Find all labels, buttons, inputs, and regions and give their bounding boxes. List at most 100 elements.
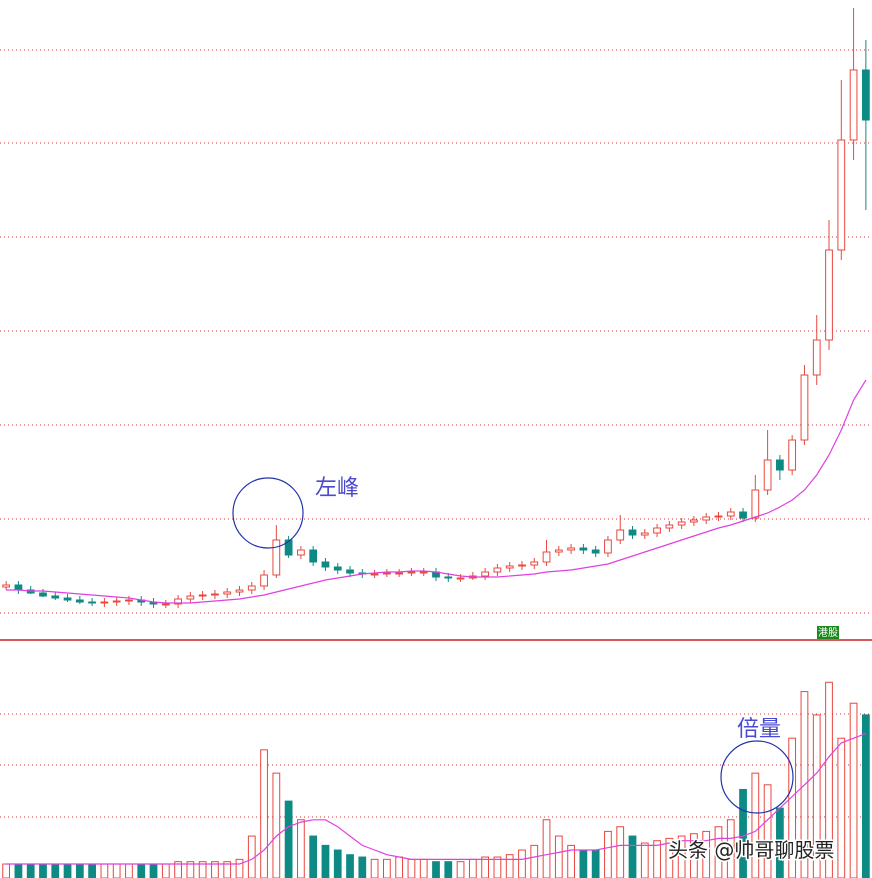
volume-bar	[542, 819, 551, 878]
candle-body	[776, 459, 784, 471]
candle-body	[272, 539, 281, 576]
candle-body	[211, 593, 219, 596]
candle-body	[75, 599, 84, 603]
candle-body	[812, 339, 821, 376]
candle-body	[297, 549, 305, 556]
volume-bar	[211, 861, 219, 878]
candle-body	[88, 601, 96, 604]
volume-bar	[653, 840, 661, 878]
volume-bar	[825, 681, 833, 878]
volume-bar	[198, 861, 207, 878]
candle-body	[579, 547, 588, 551]
volume-bar	[530, 844, 539, 878]
volume-bar	[346, 854, 354, 878]
volume-bar	[125, 863, 133, 878]
marks	[2, 8, 870, 878]
volume-bar	[39, 863, 47, 878]
candle-body	[112, 600, 121, 603]
volume-bar	[849, 702, 858, 878]
volume-bar	[174, 861, 182, 878]
volume-bar	[370, 858, 379, 878]
candle-body	[370, 573, 379, 576]
candle-body	[235, 589, 244, 593]
candle-body	[763, 459, 772, 491]
volume-bar	[100, 863, 109, 878]
candle-body	[542, 551, 551, 563]
candle-body	[247, 585, 256, 591]
watermark: 头条 @帅哥聊股票	[668, 838, 834, 862]
candle-body	[14, 584, 23, 591]
candle-body	[505, 565, 514, 569]
volume-bar	[235, 858, 244, 878]
volume-bar	[591, 849, 600, 878]
candle-body	[309, 549, 318, 563]
volume-bar	[272, 772, 281, 878]
volume-bar	[382, 858, 391, 878]
candle-body	[51, 595, 60, 599]
candle-body	[125, 599, 133, 602]
candle-body	[518, 564, 526, 567]
volume-bar	[51, 863, 60, 878]
candle-body	[665, 524, 674, 529]
volume-bar	[468, 858, 477, 878]
volume-bar	[726, 819, 735, 878]
highlight-circle	[720, 740, 794, 814]
volume-bar	[112, 863, 121, 878]
candle-body	[382, 572, 391, 575]
candle-body	[198, 594, 207, 597]
volume-bar	[505, 854, 514, 878]
volume-bar	[751, 772, 760, 878]
annotation: 倍量	[737, 717, 781, 742]
badge-bg	[817, 626, 839, 639]
volume-bar	[161, 863, 170, 878]
volume-bar	[26, 863, 35, 878]
volume-bar	[260, 749, 268, 878]
candle-body	[825, 249, 833, 341]
volume-bar	[456, 861, 465, 878]
candle-body	[260, 574, 268, 587]
volume-bar	[432, 861, 440, 878]
candle-body	[800, 374, 809, 441]
candle-body	[788, 439, 797, 471]
candle-body	[591, 549, 600, 554]
volume-bar	[223, 861, 232, 878]
candle-body	[407, 571, 416, 574]
candle-body	[456, 577, 465, 580]
candle-body	[333, 566, 342, 571]
volume-bar	[702, 830, 711, 878]
candle-body	[63, 597, 72, 601]
candle-body	[395, 572, 404, 575]
volume-bar	[554, 835, 563, 878]
volume-bar	[63, 863, 72, 878]
volume-bar	[284, 800, 293, 878]
candle-body	[161, 603, 170, 606]
candle-body	[739, 511, 747, 519]
volume-bar	[812, 714, 821, 878]
volume-bar	[444, 861, 453, 878]
volume-bar	[579, 849, 588, 878]
candle-body	[604, 539, 612, 554]
volume-bar	[493, 856, 502, 878]
volume-bar	[481, 856, 490, 878]
volume-bar	[14, 863, 23, 878]
candle-body	[567, 547, 575, 551]
candle-body	[751, 489, 760, 519]
candle-body	[530, 561, 539, 566]
volume-moving-average	[6, 732, 867, 865]
candle-body	[186, 595, 195, 600]
volume-bar	[788, 737, 797, 878]
candle-body	[726, 511, 735, 517]
candle-body	[2, 584, 11, 588]
candle-body	[223, 591, 232, 595]
highlight-circle	[232, 477, 304, 549]
volume-bar	[186, 861, 195, 878]
volume-bar	[297, 819, 305, 878]
volume-bar	[407, 858, 416, 878]
candle-body	[690, 519, 698, 523]
volume-bar	[861, 714, 870, 878]
candle-body	[653, 527, 661, 534]
candle-body	[554, 549, 563, 553]
candle-body	[861, 69, 870, 121]
volume-bar	[604, 830, 612, 878]
